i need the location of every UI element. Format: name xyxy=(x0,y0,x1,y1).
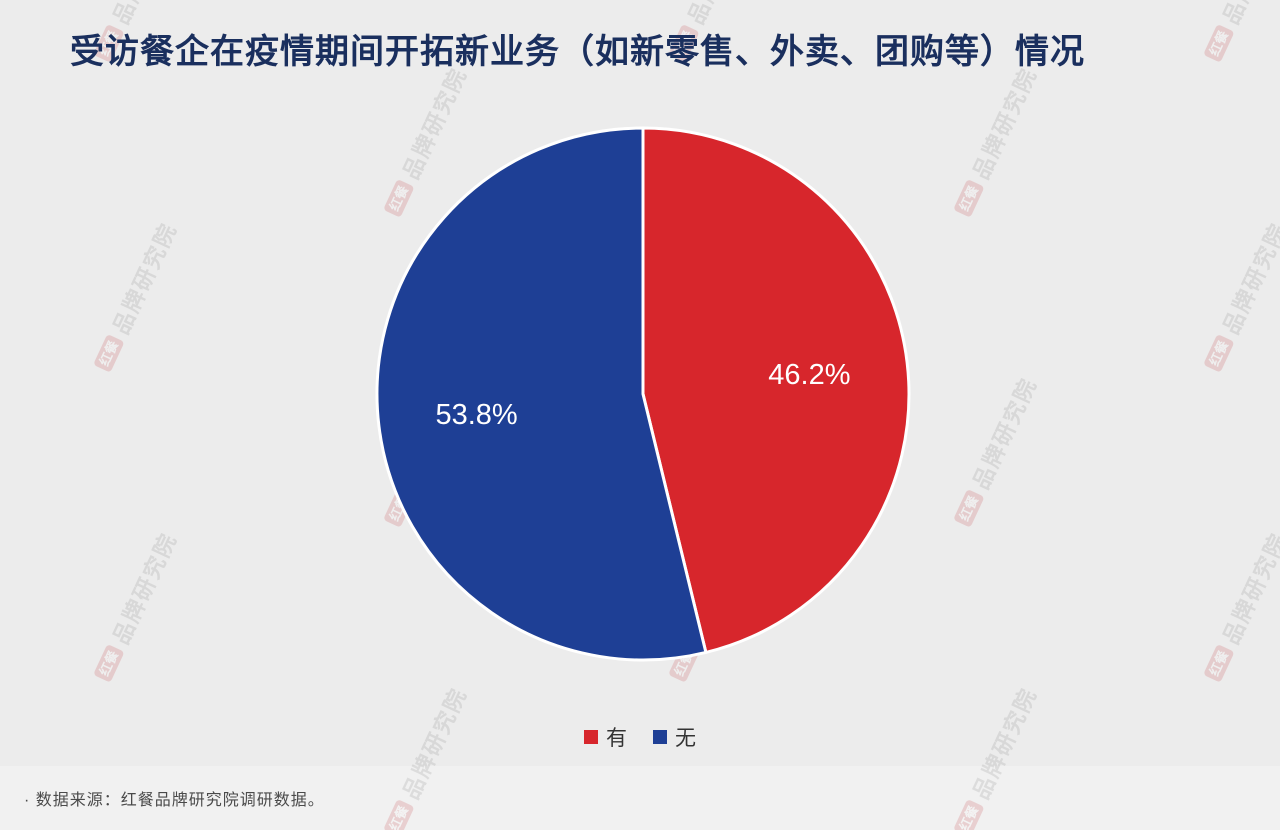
legend-item-无: 无 xyxy=(653,722,696,752)
footer-band xyxy=(0,766,1280,830)
legend-label: 有 xyxy=(606,727,627,750)
pie-value-label-有: 46.2% xyxy=(768,359,850,391)
pie-slice-无 xyxy=(375,126,708,662)
chart-title: 受访餐企在疫情期间开拓新业务（如新零售、外卖、团购等）情况 xyxy=(70,33,1085,71)
legend-label: 无 xyxy=(675,727,696,750)
pie-slice-有 xyxy=(641,126,911,654)
pie-value-label-无: 53.8% xyxy=(435,399,517,431)
data-source-note: · 数据来源：红餐品牌研究院调研数据。 xyxy=(24,792,325,809)
legend-swatch xyxy=(653,730,667,744)
legend-swatch xyxy=(584,730,598,744)
legend-item-有: 有 xyxy=(584,722,627,752)
chart-legend: 有无 xyxy=(0,722,1280,752)
